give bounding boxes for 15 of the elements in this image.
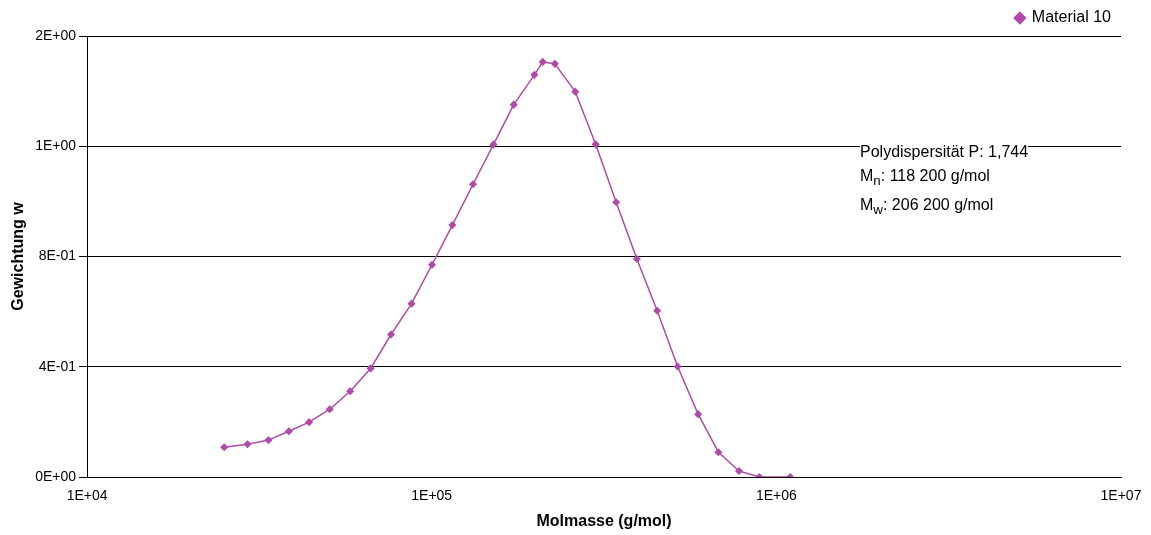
x-axis-title: Molmasse (g/mol) — [536, 511, 672, 529]
x-tick-label: 1E+05 — [411, 487, 453, 504]
legend-label: Material 10 — [1031, 8, 1112, 26]
y-tick-label: 1E+00 — [35, 137, 77, 154]
x-tick-label: 1E+04 — [66, 487, 108, 504]
x-tick-label: 1E+07 — [1100, 487, 1142, 504]
annotation: Polydispersität P: 1,744 — [860, 142, 1029, 162]
annotation: M$_{w}$: 206 200 g/mol — [860, 195, 995, 220]
annotation: M$_{n}$: 118 200 g/mol — [860, 166, 991, 191]
x-tick-label: 1E+06 — [755, 487, 798, 504]
y-tick-label: 8E-01 — [38, 247, 77, 264]
y-tick-label: 0E+00 — [35, 467, 77, 484]
y-tick-label: 4E-01 — [38, 357, 77, 374]
y-axis-title: Gewichtung w — [9, 201, 27, 311]
y-tick-label: 2E+00 — [35, 26, 77, 43]
